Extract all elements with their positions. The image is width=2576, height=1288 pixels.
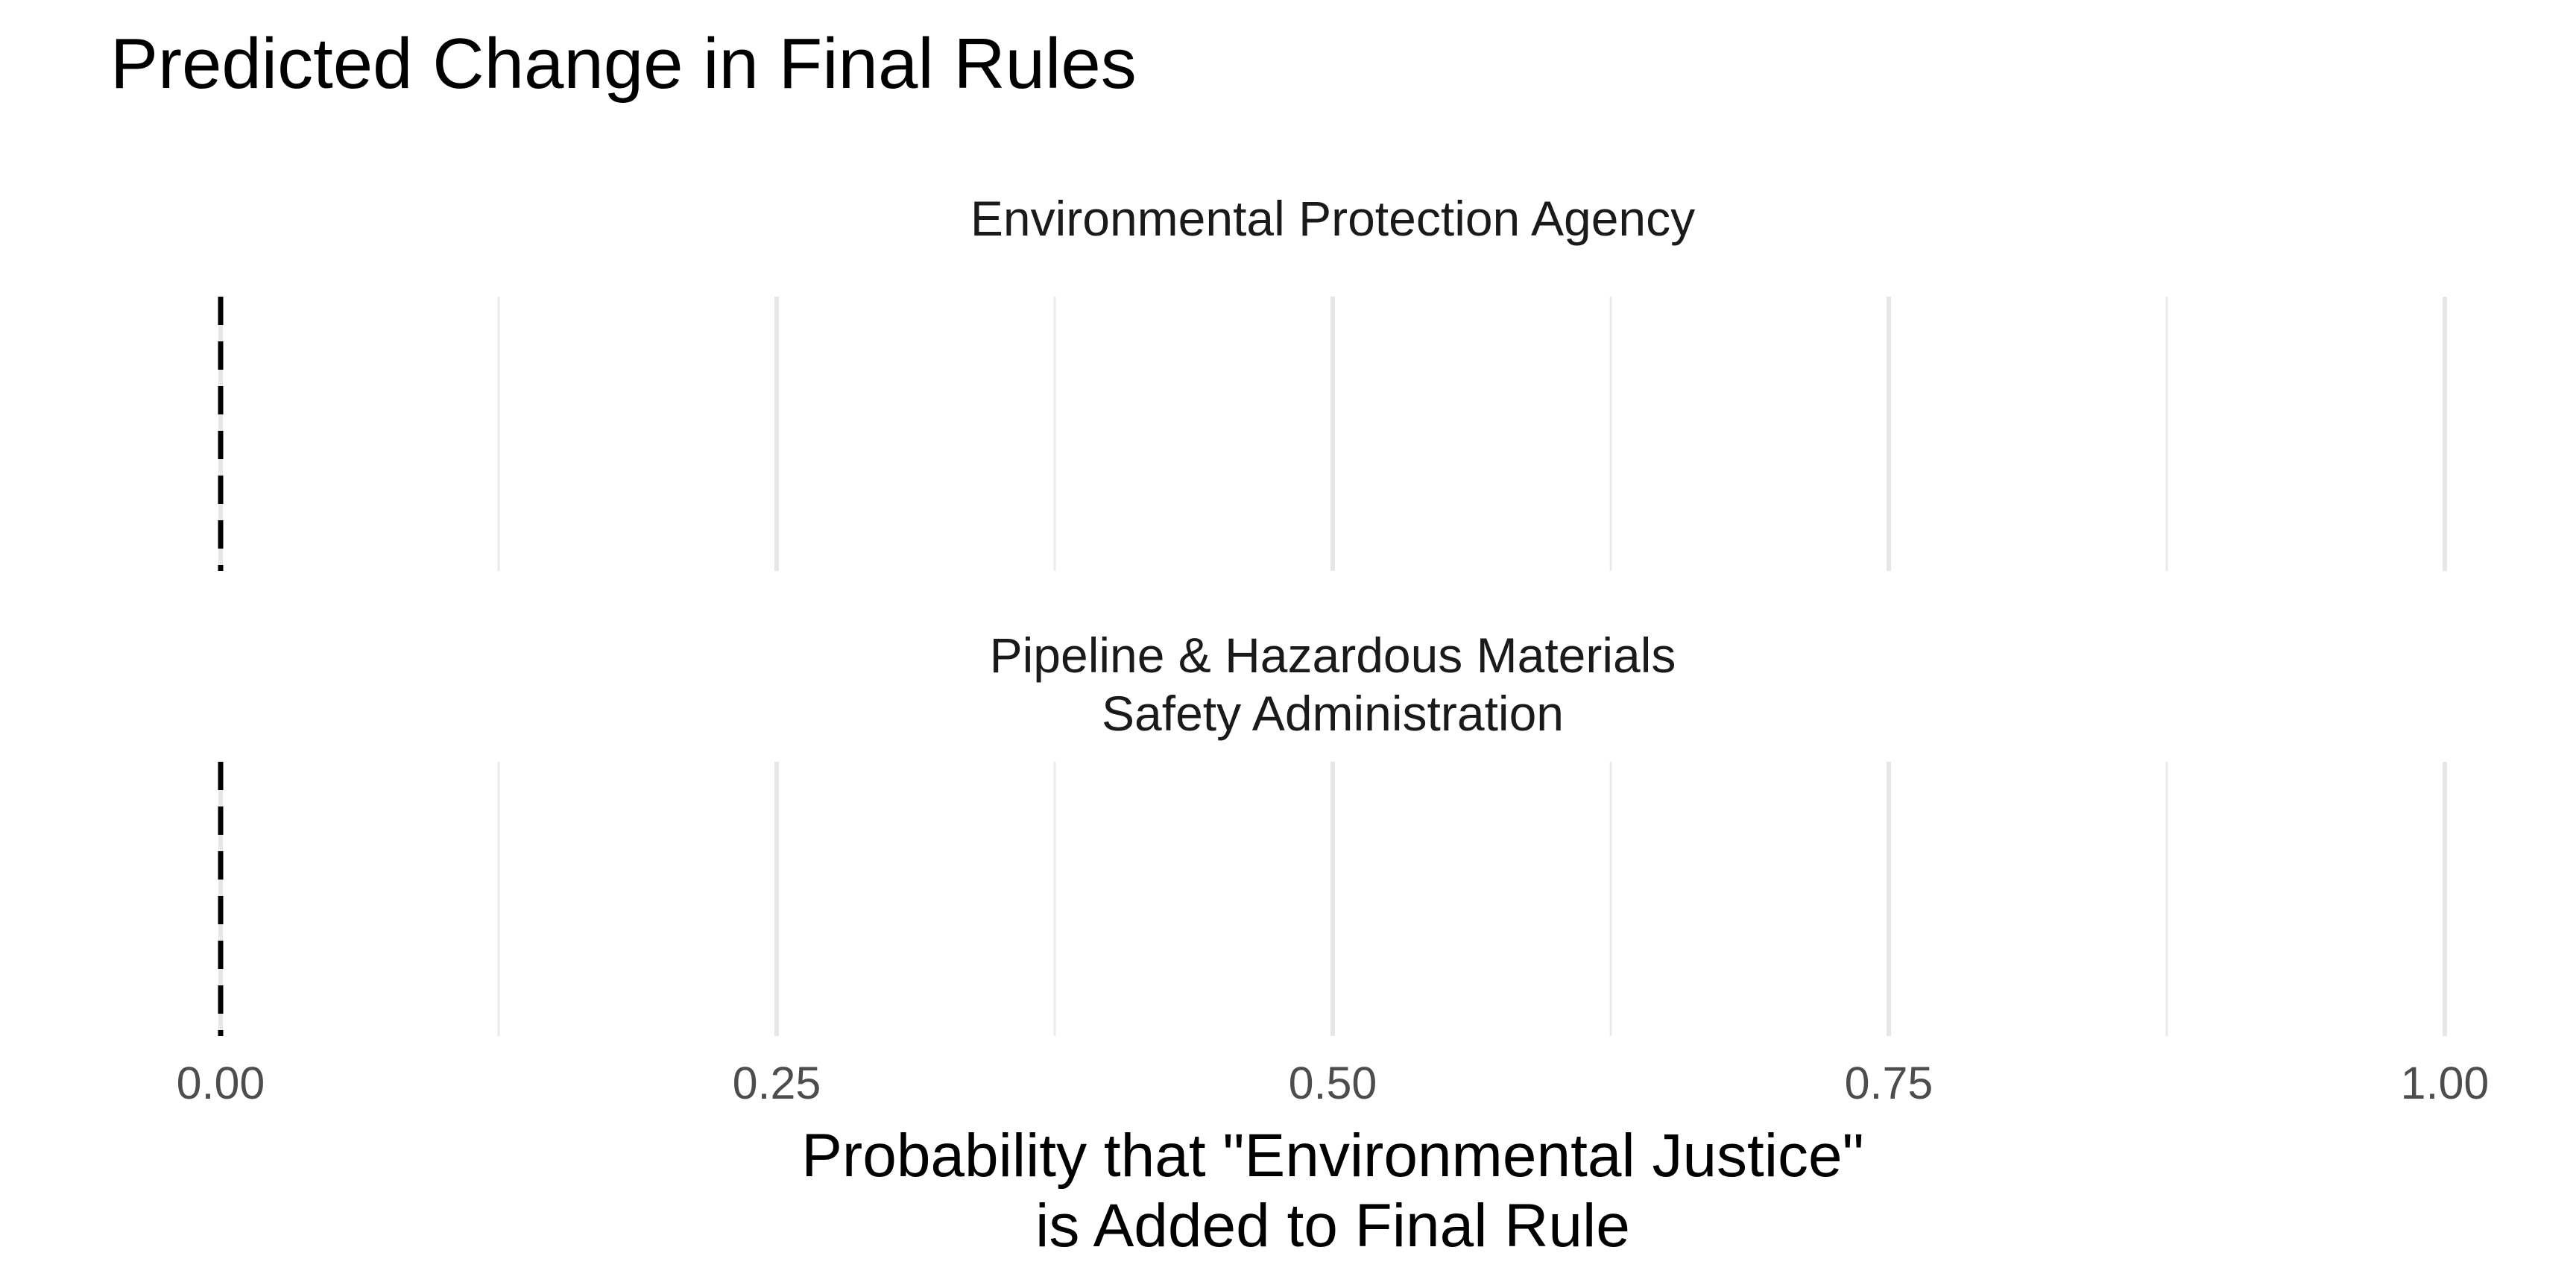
facet-label-epa: Environmental Protection Agency [970,191,1695,246]
chart-title: Predicted Change in Final Rules [110,24,1137,104]
facet-panel-phmsa: Pipeline & Hazardous Materials Safety Ad… [218,628,2447,1036]
x-tick-label: 0.50 [1289,1058,1377,1108]
x-tick-label: 0.00 [177,1058,265,1108]
x-axis: 0.00 0.25 0.50 0.75 1.00 [177,1058,2490,1108]
x-tick-label: 0.75 [1845,1058,1933,1108]
x-tick-label: 1.00 [2401,1058,2490,1108]
facet-label-phmsa-line-2: Safety Administration [1102,686,1564,741]
panel-grid [218,297,2447,571]
x-axis-title-line-2: is Added to Final Rule [1035,1192,1630,1260]
x-tick-label: 0.25 [733,1058,821,1108]
facet-label-phmsa-line-1: Pipeline & Hazardous Materials [990,628,1676,683]
x-axis-title-line-1: Probability that "Environmental Justice" [801,1122,1864,1190]
facet-panel-epa: Environmental Protection Agency [218,191,2447,571]
panel-grid [218,762,2447,1036]
